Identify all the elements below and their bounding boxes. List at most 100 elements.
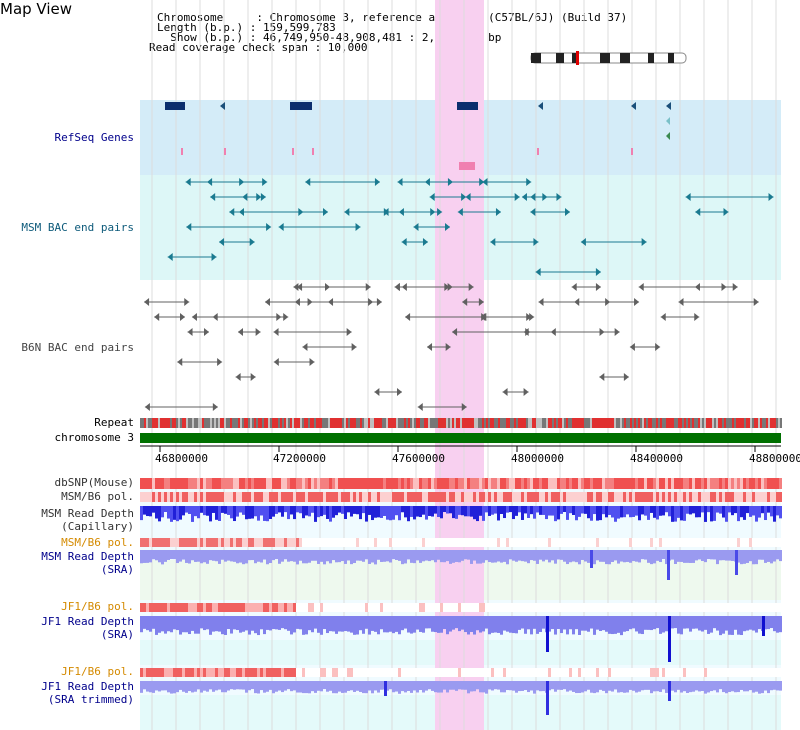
heat-cell [716,478,719,489]
depth-bar [575,506,578,521]
repeat-cell [712,418,714,428]
repeat-cell [660,418,662,428]
heat-cell [335,492,338,502]
heat-cell [323,492,326,502]
heat-cell [683,668,686,677]
depth-bar [641,506,644,515]
depth-bar [587,616,590,632]
heat-cell [689,603,692,612]
heat-cell [257,478,260,489]
depth-bar [446,616,449,635]
heat-cell [485,668,488,677]
bac-end [179,313,185,321]
repeat-cell [148,418,150,428]
ideogram-band [600,53,610,63]
heat-cell [479,603,482,612]
bac-end [219,238,225,246]
heat-cell [725,492,728,502]
heat-cell [443,478,446,489]
depth-bar [722,681,725,693]
repeat-cell [664,418,666,428]
repeat-cell [716,418,718,428]
gene-mark [666,102,671,110]
heat-cell [449,478,452,489]
depth-bar [188,506,191,514]
depth-bar [455,506,458,519]
heat-cell [380,492,383,502]
heat-cell [305,603,308,612]
heat-cell [755,603,758,612]
repeat-cell [746,418,748,428]
heat-cell [497,492,500,502]
heat-cell [398,492,401,502]
depth-bar [341,550,344,562]
jf1-depth-sra-sublabel: (SRA) [100,628,134,641]
heat-cell [476,603,479,612]
heat-cell [155,492,158,502]
heat-cell [695,538,698,547]
depth-bar [683,550,686,563]
heat-cell [197,492,200,502]
repeat-cell [590,418,592,428]
heat-cell [740,603,743,612]
heat-cell [764,538,767,547]
heat-cell [266,603,269,612]
repeat-cell [192,418,194,428]
repeat-cell [356,418,358,428]
heat-cell [740,668,743,677]
heat-cell [170,668,173,677]
heat-cell [167,478,170,489]
heat-cell [596,538,599,547]
heat-cell [764,668,767,677]
depth-bar [479,506,482,516]
heat-cell [422,478,425,489]
repeat-cell [538,418,540,428]
heat-cell [434,478,437,489]
heat-cell [566,478,569,489]
repeat-cell [632,418,634,428]
repeat-cell [532,418,534,428]
heat-cell [770,668,773,677]
depth-bar [566,681,569,692]
heat-cell [683,538,686,547]
depth-bar [662,616,665,633]
heat-cell [569,603,572,612]
heat-cell [377,538,380,547]
heat-cell [176,538,179,547]
repeat-label: Repeat [94,416,134,429]
heat-cell [446,668,449,677]
heat-cell [380,478,383,489]
refseq-genes-label: RefSeq Genes [54,131,134,144]
heat-cell [425,538,428,547]
repeat-cell [324,418,326,428]
heat-cell [248,478,251,489]
heat-cell [251,668,254,677]
depth-bar [359,506,362,520]
depth-bar [311,616,314,633]
depth-bar [590,506,593,521]
repeat-cell [322,418,324,428]
depth-bar [515,681,518,693]
depth-bar [200,616,203,629]
repeat-cell [500,418,502,428]
heat-cell [266,478,269,489]
repeat-cell [452,418,454,428]
heat-cell [650,492,653,502]
depth-bar [149,506,152,517]
repeat-cell [556,418,558,428]
heat-cell [734,603,737,612]
repeat-cell [380,418,382,428]
repeat-cell [594,418,596,428]
heat-cell [623,603,626,612]
heat-cell [551,668,554,677]
heat-cell [419,538,422,547]
gene-block [290,102,312,110]
bac-end [465,193,471,201]
depth-bar [584,616,587,631]
heat-cell [173,668,176,677]
repeat-cell [568,418,570,428]
heat-cell [536,668,539,677]
heat-cell [179,538,182,547]
heat-cell [557,478,560,489]
heat-cell [680,492,683,502]
